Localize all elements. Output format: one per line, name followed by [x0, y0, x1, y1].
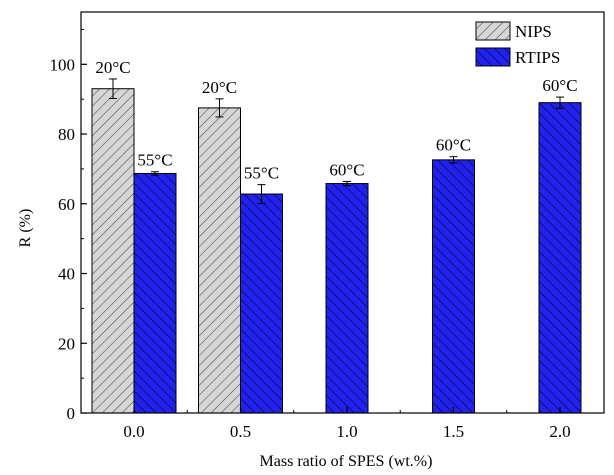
plot-frame — [80, 11, 605, 414]
y-tick-label: 0 — [67, 404, 76, 423]
bar-rtips — [240, 193, 283, 414]
x-tick-label: 0.0 — [123, 422, 144, 441]
y-tick-label: 20 — [58, 334, 75, 353]
y-tick-label: 60 — [58, 195, 75, 214]
temperature-label-rtips: 55°C — [137, 151, 172, 170]
x-tick-label: 0.5 — [230, 422, 251, 441]
bar-rtips — [325, 183, 369, 414]
y-tick-label: 80 — [58, 125, 75, 144]
legend: NIPS RTIPS — [475, 21, 560, 67]
temperature-label-nips: 20°C — [202, 78, 237, 97]
axes-group: 0 20 40 60 80 100 0.0 0.5 1.0 1.5 2.0 — [50, 11, 605, 441]
error-bars-group — [109, 78, 564, 204]
bar-rtips — [538, 102, 582, 414]
legend-swatch-nips — [475, 21, 511, 41]
legend-label-nips: NIPS — [515, 22, 552, 41]
temperature-labels-group: 20°C 20°C 55°C 55°C 60°C 60°C 60°C — [95, 58, 577, 183]
bar-rtips — [432, 159, 475, 414]
temperature-label-rtips: 60°C — [329, 160, 364, 179]
bar-nips — [198, 107, 241, 414]
bars-group — [91, 88, 582, 414]
bar-rtips — [133, 172, 177, 414]
x-tick-label: 1.0 — [336, 422, 357, 441]
temperature-label-rtips: 60°C — [542, 76, 577, 95]
temperature-label-nips: 20°C — [95, 58, 130, 77]
legend-label-rtips: RTIPS — [515, 48, 560, 67]
y-tick-label: 40 — [58, 265, 75, 284]
x-tick-label: 2.0 — [549, 422, 570, 441]
legend-swatch-rtips — [475, 47, 511, 67]
x-axis-title: Mass ratio of SPES (wt.%) — [260, 453, 433, 470]
y-tick-label: 100 — [50, 55, 76, 74]
x-tick-label: 1.5 — [443, 422, 464, 441]
temperature-label-rtips: 60°C — [436, 136, 471, 155]
temperature-label-rtips: 55°C — [244, 164, 279, 183]
bar-nips — [91, 88, 135, 414]
y-axis-title: R (%) — [17, 209, 34, 248]
